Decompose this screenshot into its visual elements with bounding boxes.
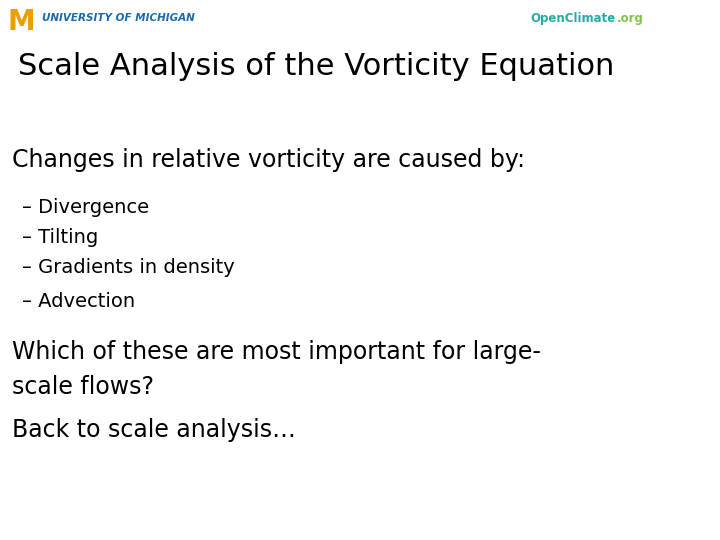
Text: UNIVERSITY OF MICHIGAN: UNIVERSITY OF MICHIGAN [42, 13, 194, 23]
Text: Back to scale analysis…: Back to scale analysis… [12, 418, 296, 442]
Text: – Divergence: – Divergence [22, 198, 149, 217]
Text: – Advection: – Advection [22, 292, 135, 311]
Text: OpenClimate: OpenClimate [530, 12, 616, 25]
Text: Scale Analysis of the Vorticity Equation: Scale Analysis of the Vorticity Equation [18, 52, 614, 81]
Text: Which of these are most important for large-: Which of these are most important for la… [12, 340, 541, 364]
Text: Changes in relative vorticity are caused by:: Changes in relative vorticity are caused… [12, 148, 525, 172]
Text: M: M [8, 8, 35, 36]
Text: – Tilting: – Tilting [22, 228, 98, 247]
Text: scale flows?: scale flows? [12, 375, 154, 399]
Text: – Gradients in density: – Gradients in density [22, 258, 235, 277]
Text: .org: .org [617, 12, 644, 25]
